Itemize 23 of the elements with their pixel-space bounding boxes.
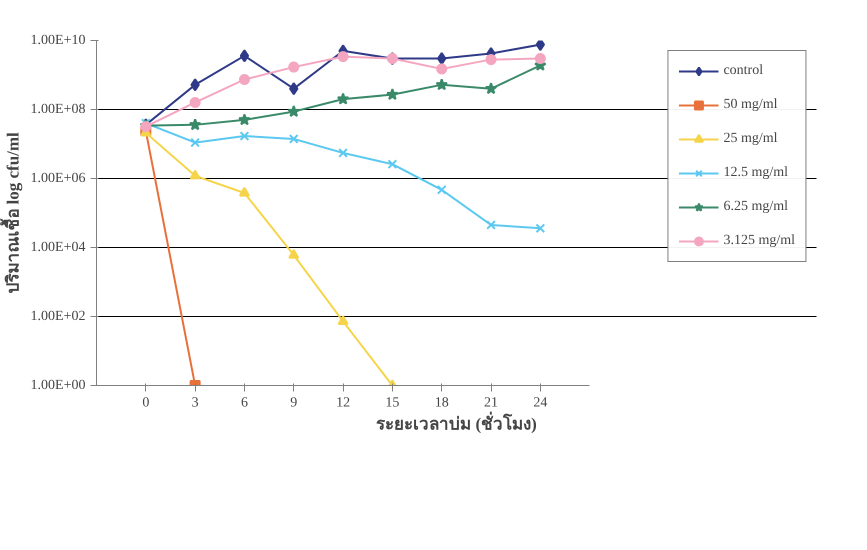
y-tick-label: 1.00E+08 xyxy=(30,102,86,117)
x-tick-label: 18 xyxy=(434,396,449,410)
x-tick-label: 15 xyxy=(385,396,400,410)
x-tick-label: 21 xyxy=(484,396,498,410)
y-tick-label: 1.00E+06 xyxy=(30,171,86,186)
y-tick-label: 1.00E+04 xyxy=(30,240,86,255)
x-tick-label: 24 xyxy=(533,396,548,410)
x-tick-label: 3 xyxy=(192,396,199,410)
legend-label: 12.5 mg/ml xyxy=(723,165,788,181)
x-tick-label: 0 xyxy=(142,396,150,410)
y-tick-label: 1.00E+10 xyxy=(30,33,86,48)
y-tick-label: 1.00E+02 xyxy=(30,309,86,324)
legend-label: 50 mg/ml xyxy=(723,97,778,113)
legend-label: control xyxy=(723,63,764,79)
legend-label: 25 mg/ml xyxy=(723,131,778,147)
legend-label: 3.125 mg/ml xyxy=(723,233,795,249)
x-tick-label: 6 xyxy=(240,396,248,410)
x-axis-title: ระยะเวลาบ่ม (ชั่วโมง) xyxy=(376,412,537,434)
y-tick-label: 1.00E+00 xyxy=(30,378,86,393)
x-tick-label: 12 xyxy=(336,396,350,410)
x-tick-label: 9 xyxy=(290,396,298,410)
legend-label: 6.25 mg/ml xyxy=(723,199,788,215)
y-axis-title: ปริมาณเชื้อ log cfu/ml xyxy=(0,132,23,294)
